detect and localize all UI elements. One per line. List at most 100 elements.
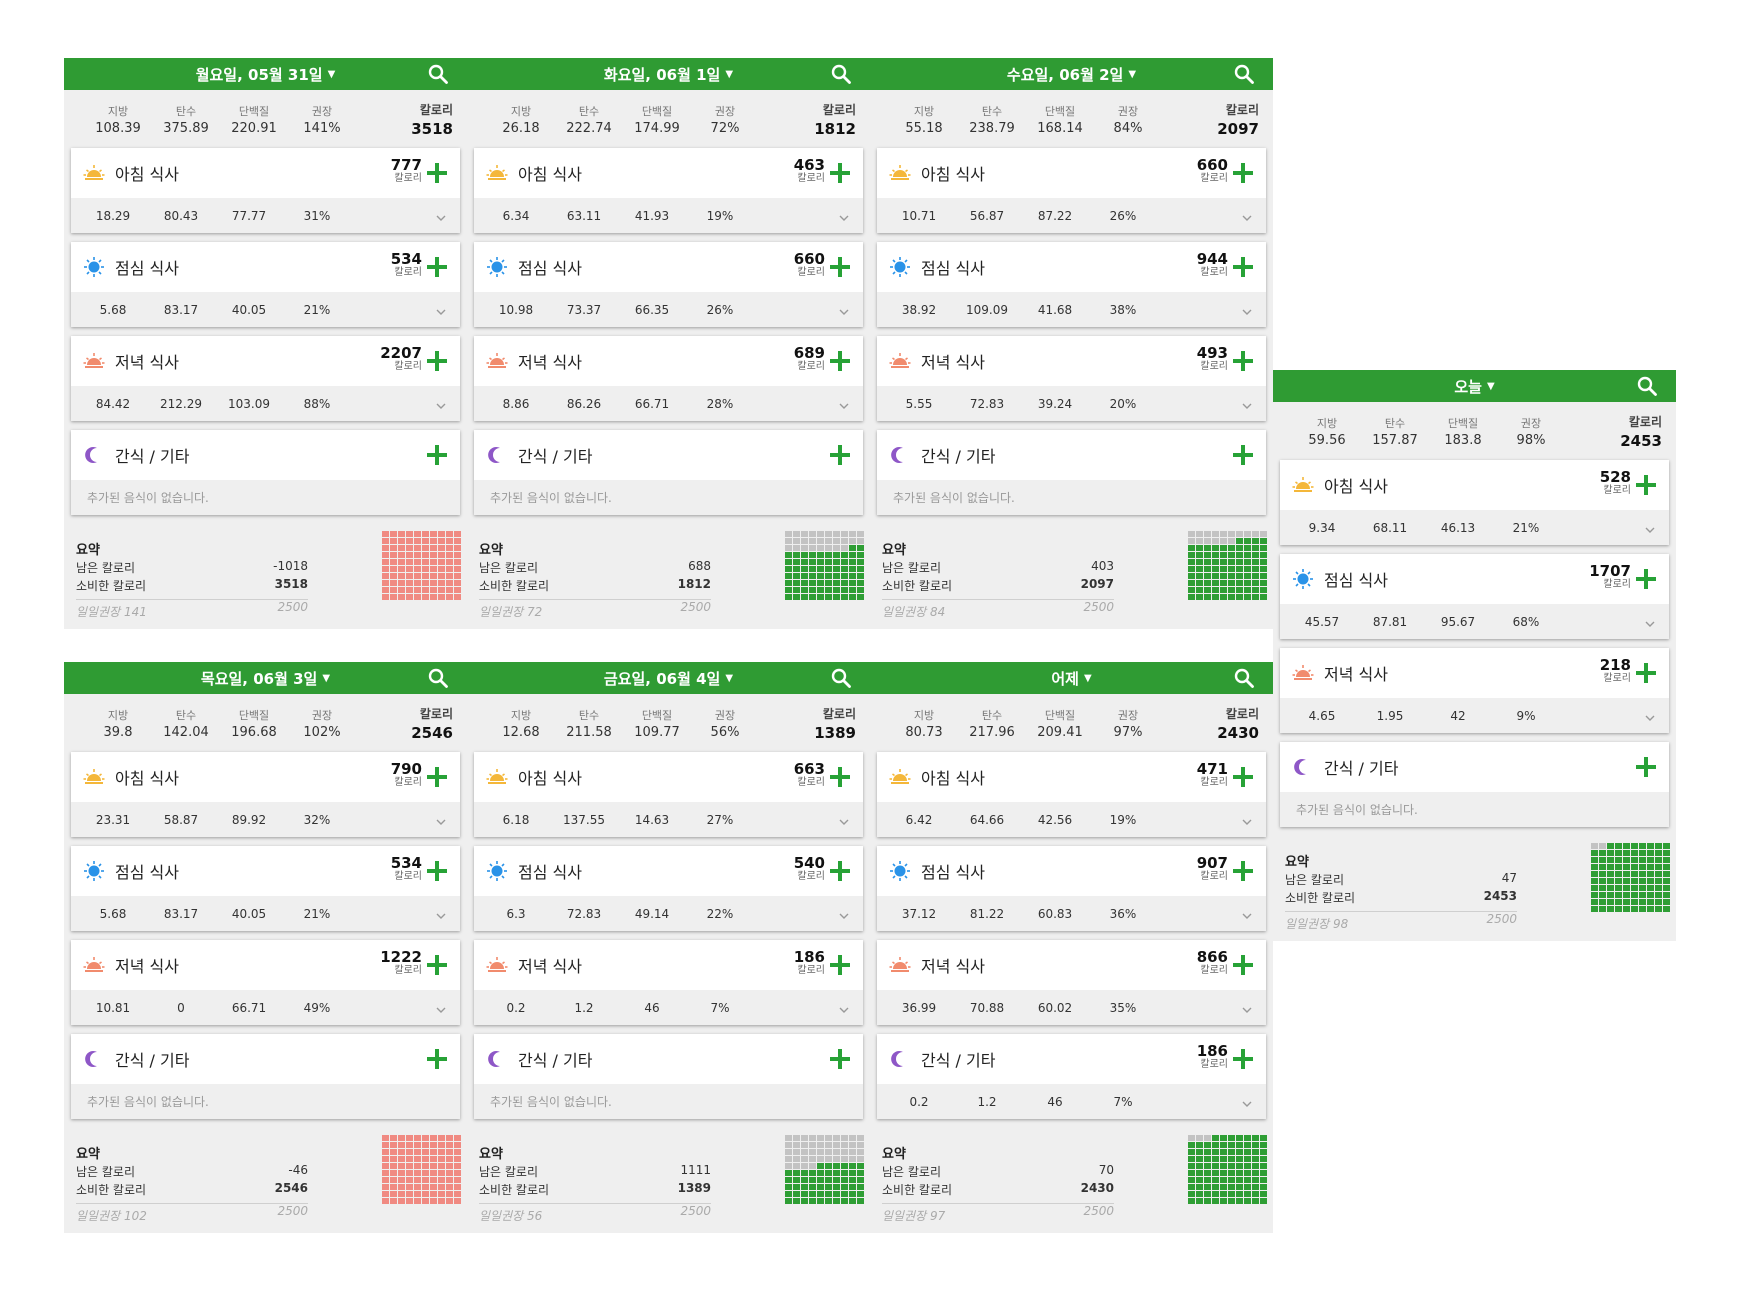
add-food-button[interactable] xyxy=(829,350,851,372)
chevron-down-icon[interactable] xyxy=(1645,710,1655,721)
add-food-button[interactable] xyxy=(829,954,851,976)
meal-header[interactable]: 아침 식사 528 칼로리 xyxy=(1280,460,1669,510)
chevron-down-icon[interactable] xyxy=(1242,398,1252,409)
meal-header[interactable]: 간식 / 기타 xyxy=(474,430,863,480)
date-title[interactable]: 수요일, 06월 2일 xyxy=(1006,65,1124,84)
meal-header[interactable]: 간식 / 기타 xyxy=(877,430,1266,480)
chevron-down-icon[interactable] xyxy=(1242,814,1252,825)
chevron-down-icon[interactable] xyxy=(1645,522,1655,533)
meal-header[interactable]: 점심 식사 540 칼로리 xyxy=(474,846,863,896)
meal-card[interactable]: 아침 식사 471 칼로리 6.42 64.66 42.56 19% xyxy=(877,752,1266,837)
add-food-button[interactable] xyxy=(1232,766,1254,788)
meal-header[interactable]: 아침 식사 471 칼로리 xyxy=(877,752,1266,802)
chevron-down-icon[interactable] xyxy=(436,304,446,315)
meal-card[interactable]: 간식 / 기타 추가된 음식이 없습니다. xyxy=(71,430,460,515)
meal-detail[interactable]: 6.3 72.83 49.14 22% xyxy=(474,896,863,931)
add-food-button[interactable] xyxy=(1635,474,1657,496)
meal-header[interactable]: 점심 식사 907 칼로리 xyxy=(877,846,1266,896)
meal-card[interactable]: 저녁 식사 218 칼로리 4.65 1.95 42 9% xyxy=(1280,648,1669,733)
chevron-down-icon[interactable] xyxy=(1242,1002,1252,1013)
add-food-button[interactable] xyxy=(829,1048,851,1070)
meal-card[interactable]: 아침 식사 777 칼로리 18.29 80.43 77.77 31% xyxy=(71,148,460,233)
chevron-down-icon[interactable] xyxy=(1242,304,1252,315)
chevron-down-icon[interactable] xyxy=(436,908,446,919)
search-icon[interactable] xyxy=(1233,63,1255,85)
meal-card[interactable]: 저녁 식사 689 칼로리 8.86 86.26 66.71 28% xyxy=(474,336,863,421)
meal-card[interactable]: 간식 / 기타 추가된 음식이 없습니다. xyxy=(474,430,863,515)
meal-header[interactable]: 간식 / 기타 xyxy=(71,430,460,480)
meal-detail[interactable]: 10.71 56.87 87.22 26% xyxy=(877,198,1266,233)
meal-header[interactable]: 아침 식사 790 칼로리 xyxy=(71,752,460,802)
meal-header[interactable]: 점심 식사 944 칼로리 xyxy=(877,242,1266,292)
add-food-button[interactable] xyxy=(1635,568,1657,590)
date-header[interactable]: 화요일, 06월 1일 ▼ xyxy=(467,58,870,90)
search-icon[interactable] xyxy=(830,667,852,689)
dropdown-caret-icon[interactable]: ▼ xyxy=(1128,68,1137,80)
meal-card[interactable]: 저녁 식사 1222 칼로리 10.81 0 66.71 49% xyxy=(71,940,460,1025)
meal-detail[interactable]: 9.34 68.11 46.13 21% xyxy=(1280,510,1669,545)
add-food-button[interactable] xyxy=(1232,444,1254,466)
meal-header[interactable]: 간식 / 기타 xyxy=(1280,742,1669,792)
meal-header[interactable]: 점심 식사 660 칼로리 xyxy=(474,242,863,292)
add-food-button[interactable] xyxy=(426,350,448,372)
meal-header[interactable]: 점심 식사 534 칼로리 xyxy=(71,846,460,896)
dropdown-caret-icon[interactable]: ▼ xyxy=(1083,672,1092,684)
meal-card[interactable]: 아침 식사 660 칼로리 10.71 56.87 87.22 26% xyxy=(877,148,1266,233)
meal-card[interactable]: 아침 식사 790 칼로리 23.31 58.87 89.92 32% xyxy=(71,752,460,837)
meal-header[interactable]: 아침 식사 663 칼로리 xyxy=(474,752,863,802)
meal-header[interactable]: 간식 / 기타 xyxy=(71,1034,460,1084)
dropdown-caret-icon[interactable]: ▼ xyxy=(322,672,331,684)
meal-card[interactable]: 간식 / 기타 추가된 음식이 없습니다. xyxy=(474,1034,863,1119)
add-food-button[interactable] xyxy=(426,444,448,466)
date-header[interactable]: 어제 ▼ xyxy=(870,662,1273,694)
add-food-button[interactable] xyxy=(829,162,851,184)
meal-card[interactable]: 아침 식사 463 칼로리 6.34 63.11 41.93 19% xyxy=(474,148,863,233)
add-food-button[interactable] xyxy=(829,860,851,882)
date-title[interactable]: 금요일, 06월 4일 xyxy=(603,669,721,688)
meal-detail[interactable]: 5.68 83.17 40.05 21% xyxy=(71,292,460,327)
meal-header[interactable]: 아침 식사 463 칼로리 xyxy=(474,148,863,198)
meal-header[interactable]: 저녁 식사 866 칼로리 xyxy=(877,940,1266,990)
meal-detail[interactable]: 6.18 137.55 14.63 27% xyxy=(474,802,863,837)
meal-card[interactable]: 점심 식사 540 칼로리 6.3 72.83 49.14 22% xyxy=(474,846,863,931)
chevron-down-icon[interactable] xyxy=(436,398,446,409)
dropdown-caret-icon[interactable]: ▼ xyxy=(725,672,734,684)
chevron-down-icon[interactable] xyxy=(436,814,446,825)
meal-detail[interactable]: 5.55 72.83 39.24 20% xyxy=(877,386,1266,421)
chevron-down-icon[interactable] xyxy=(1242,1096,1252,1107)
meal-header[interactable]: 저녁 식사 2207 칼로리 xyxy=(71,336,460,386)
search-icon[interactable] xyxy=(1233,667,1255,689)
meal-detail[interactable]: 4.65 1.95 42 9% xyxy=(1280,698,1669,733)
add-food-button[interactable] xyxy=(829,256,851,278)
meal-detail[interactable]: 18.29 80.43 77.77 31% xyxy=(71,198,460,233)
meal-header[interactable]: 아침 식사 777 칼로리 xyxy=(71,148,460,198)
meal-detail[interactable]: 38.92 109.09 41.68 38% xyxy=(877,292,1266,327)
add-food-button[interactable] xyxy=(426,1048,448,1070)
meal-card[interactable]: 간식 / 기타 186 칼로리 0.2 1.2 46 7% xyxy=(877,1034,1266,1119)
date-header[interactable]: 목요일, 06월 3일 ▼ xyxy=(64,662,467,694)
chevron-down-icon[interactable] xyxy=(436,1002,446,1013)
meal-detail[interactable]: 36.99 70.88 60.02 35% xyxy=(877,990,1266,1025)
add-food-button[interactable] xyxy=(426,766,448,788)
meal-detail[interactable]: 84.42 212.29 103.09 88% xyxy=(71,386,460,421)
meal-header[interactable]: 점심 식사 1707 칼로리 xyxy=(1280,554,1669,604)
meal-detail[interactable]: 23.31 58.87 89.92 32% xyxy=(71,802,460,837)
add-food-button[interactable] xyxy=(1232,256,1254,278)
date-header[interactable]: 오늘 ▼ xyxy=(1273,370,1676,402)
meal-card[interactable]: 점심 식사 534 칼로리 5.68 83.17 40.05 21% xyxy=(71,846,460,931)
meal-detail[interactable]: 6.42 64.66 42.56 19% xyxy=(877,802,1266,837)
meal-detail[interactable]: 0.2 1.2 46 7% xyxy=(877,1084,1266,1119)
date-title[interactable]: 어제 xyxy=(1051,669,1079,688)
meal-card[interactable]: 간식 / 기타 추가된 음식이 없습니다. xyxy=(71,1034,460,1119)
meal-header[interactable]: 점심 식사 534 칼로리 xyxy=(71,242,460,292)
meal-card[interactable]: 아침 식사 663 칼로리 6.18 137.55 14.63 27% xyxy=(474,752,863,837)
add-food-button[interactable] xyxy=(426,162,448,184)
chevron-down-icon[interactable] xyxy=(839,304,849,315)
meal-header[interactable]: 저녁 식사 218 칼로리 xyxy=(1280,648,1669,698)
date-header[interactable]: 금요일, 06월 4일 ▼ xyxy=(467,662,870,694)
chevron-down-icon[interactable] xyxy=(839,1002,849,1013)
meal-detail[interactable]: 37.12 81.22 60.83 36% xyxy=(877,896,1266,931)
add-food-button[interactable] xyxy=(426,860,448,882)
dropdown-caret-icon[interactable]: ▼ xyxy=(725,68,734,80)
meal-detail[interactable]: 45.57 87.81 95.67 68% xyxy=(1280,604,1669,639)
